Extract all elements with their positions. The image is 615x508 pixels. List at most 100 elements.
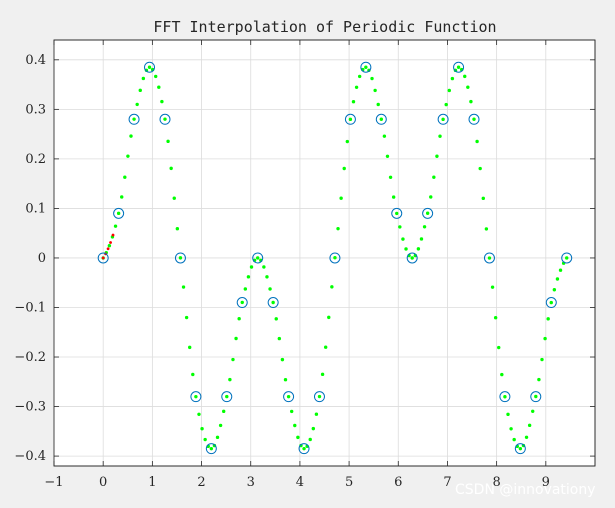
x-tick-label: 4 <box>296 475 304 490</box>
sample-point <box>499 391 511 403</box>
interpolated-point <box>240 300 244 305</box>
interpolated-point <box>447 88 451 93</box>
sample-point <box>391 207 403 219</box>
sample-point <box>561 252 573 264</box>
interpolated-point <box>135 102 139 107</box>
interpolated-point <box>293 423 297 428</box>
sample-point <box>252 252 264 264</box>
sample-point <box>468 113 480 125</box>
interpolated-point <box>398 225 402 229</box>
interpolated-point <box>120 195 124 199</box>
interpolated-point <box>243 287 248 291</box>
highlight-point <box>109 241 112 244</box>
interpolated-point <box>246 275 251 279</box>
interpolated-point <box>382 134 387 138</box>
interpolated-point <box>154 74 158 79</box>
interpolated-point <box>237 317 241 321</box>
watermark: CSDN @innovationy <box>455 482 596 498</box>
interpolated-point <box>129 134 133 138</box>
interpolated-point <box>497 345 501 350</box>
interpolated-point <box>388 175 393 180</box>
interpolated-point <box>531 409 535 413</box>
interpolated-point <box>132 117 136 121</box>
interpolated-point <box>364 65 368 69</box>
interpolated-point <box>444 102 448 107</box>
interpolated-point <box>348 117 353 122</box>
x-tick-label: 6 <box>394 475 402 490</box>
interpolated-point <box>160 99 164 104</box>
interpolated-point <box>419 237 424 241</box>
interpolated-point <box>231 357 235 362</box>
grid <box>53 40 595 466</box>
x-tick-label: 3 <box>247 475 255 490</box>
interpolated-point <box>299 443 303 448</box>
interpolated-point <box>302 446 306 451</box>
interpolated-point <box>163 117 167 121</box>
sample-point <box>360 61 372 73</box>
interpolated-point <box>469 99 473 104</box>
interpolated-point <box>441 117 445 122</box>
interpolated-point <box>327 315 331 320</box>
interpolated-point <box>524 435 529 439</box>
interpolated-point <box>314 412 319 416</box>
interpolated-point <box>450 76 455 81</box>
sample-series <box>97 61 573 455</box>
interpolated-point <box>478 166 482 171</box>
y-tick-label: −0.2 <box>14 350 46 365</box>
chart-title: FFT Interpolation of Periodic Function <box>153 18 496 36</box>
interpolated-point <box>255 256 260 260</box>
sample-point <box>344 113 356 125</box>
interpolated-point <box>487 256 492 260</box>
interpolated-point <box>116 211 121 216</box>
interpolated-point <box>274 317 278 321</box>
interpolated-point <box>435 154 439 158</box>
interpolated-point <box>191 372 195 377</box>
interpolated-point <box>157 85 161 89</box>
interpolated-point <box>200 427 204 431</box>
interpolated-point <box>123 175 127 179</box>
interpolated-point <box>113 224 118 228</box>
interpolated-point <box>490 285 495 289</box>
interpolated-point <box>333 256 337 260</box>
sample-point <box>205 443 217 455</box>
interpolated-point <box>373 88 377 93</box>
interpolated-point <box>484 227 489 231</box>
interpolated-point <box>203 437 207 442</box>
interpolated-point <box>404 247 408 251</box>
highlight-point <box>101 256 105 260</box>
highlight-point <box>111 233 115 237</box>
interpolated-point <box>215 435 220 440</box>
y-tick-label: 0.3 <box>25 102 46 117</box>
interpolated-point <box>395 211 399 216</box>
interpolated-point <box>277 336 282 341</box>
interpolated-point <box>144 68 149 72</box>
interpolated-point <box>432 175 436 179</box>
interpolated-point <box>351 100 356 104</box>
interpolated-point <box>166 139 170 144</box>
highlight-point <box>106 247 110 251</box>
plot-area <box>53 39 596 467</box>
highlight-series <box>101 233 115 260</box>
sample-point <box>313 391 325 403</box>
interpolated-point <box>308 437 312 442</box>
axes: −1 0 1 2 3 4 5 6 7 8 9 −0.4 −0.3 −0.2 −0.1 0 0.1 0.2 0.3 0.… <box>14 39 596 490</box>
interpolated-point <box>320 372 325 377</box>
x-tick-label: 5 <box>345 475 353 490</box>
sample-point <box>530 391 542 403</box>
interpolated-point <box>546 317 550 321</box>
sample-point <box>545 297 557 309</box>
interpolated-point <box>512 437 516 442</box>
interpolated-point <box>126 154 130 158</box>
interpolated-point <box>456 65 461 69</box>
interpolated-point <box>169 166 173 171</box>
y-tick-label: −0.4 <box>14 449 46 464</box>
interpolated-point <box>197 412 201 416</box>
interpolated-point <box>225 394 229 399</box>
interpolated-point <box>317 394 322 399</box>
interpolated-point <box>401 237 405 241</box>
sample-point <box>190 391 202 403</box>
x-tick-label: 9 <box>542 475 550 490</box>
interpolated-point <box>354 85 359 89</box>
interpolated-point <box>537 377 541 382</box>
interpolated-point <box>410 256 414 260</box>
